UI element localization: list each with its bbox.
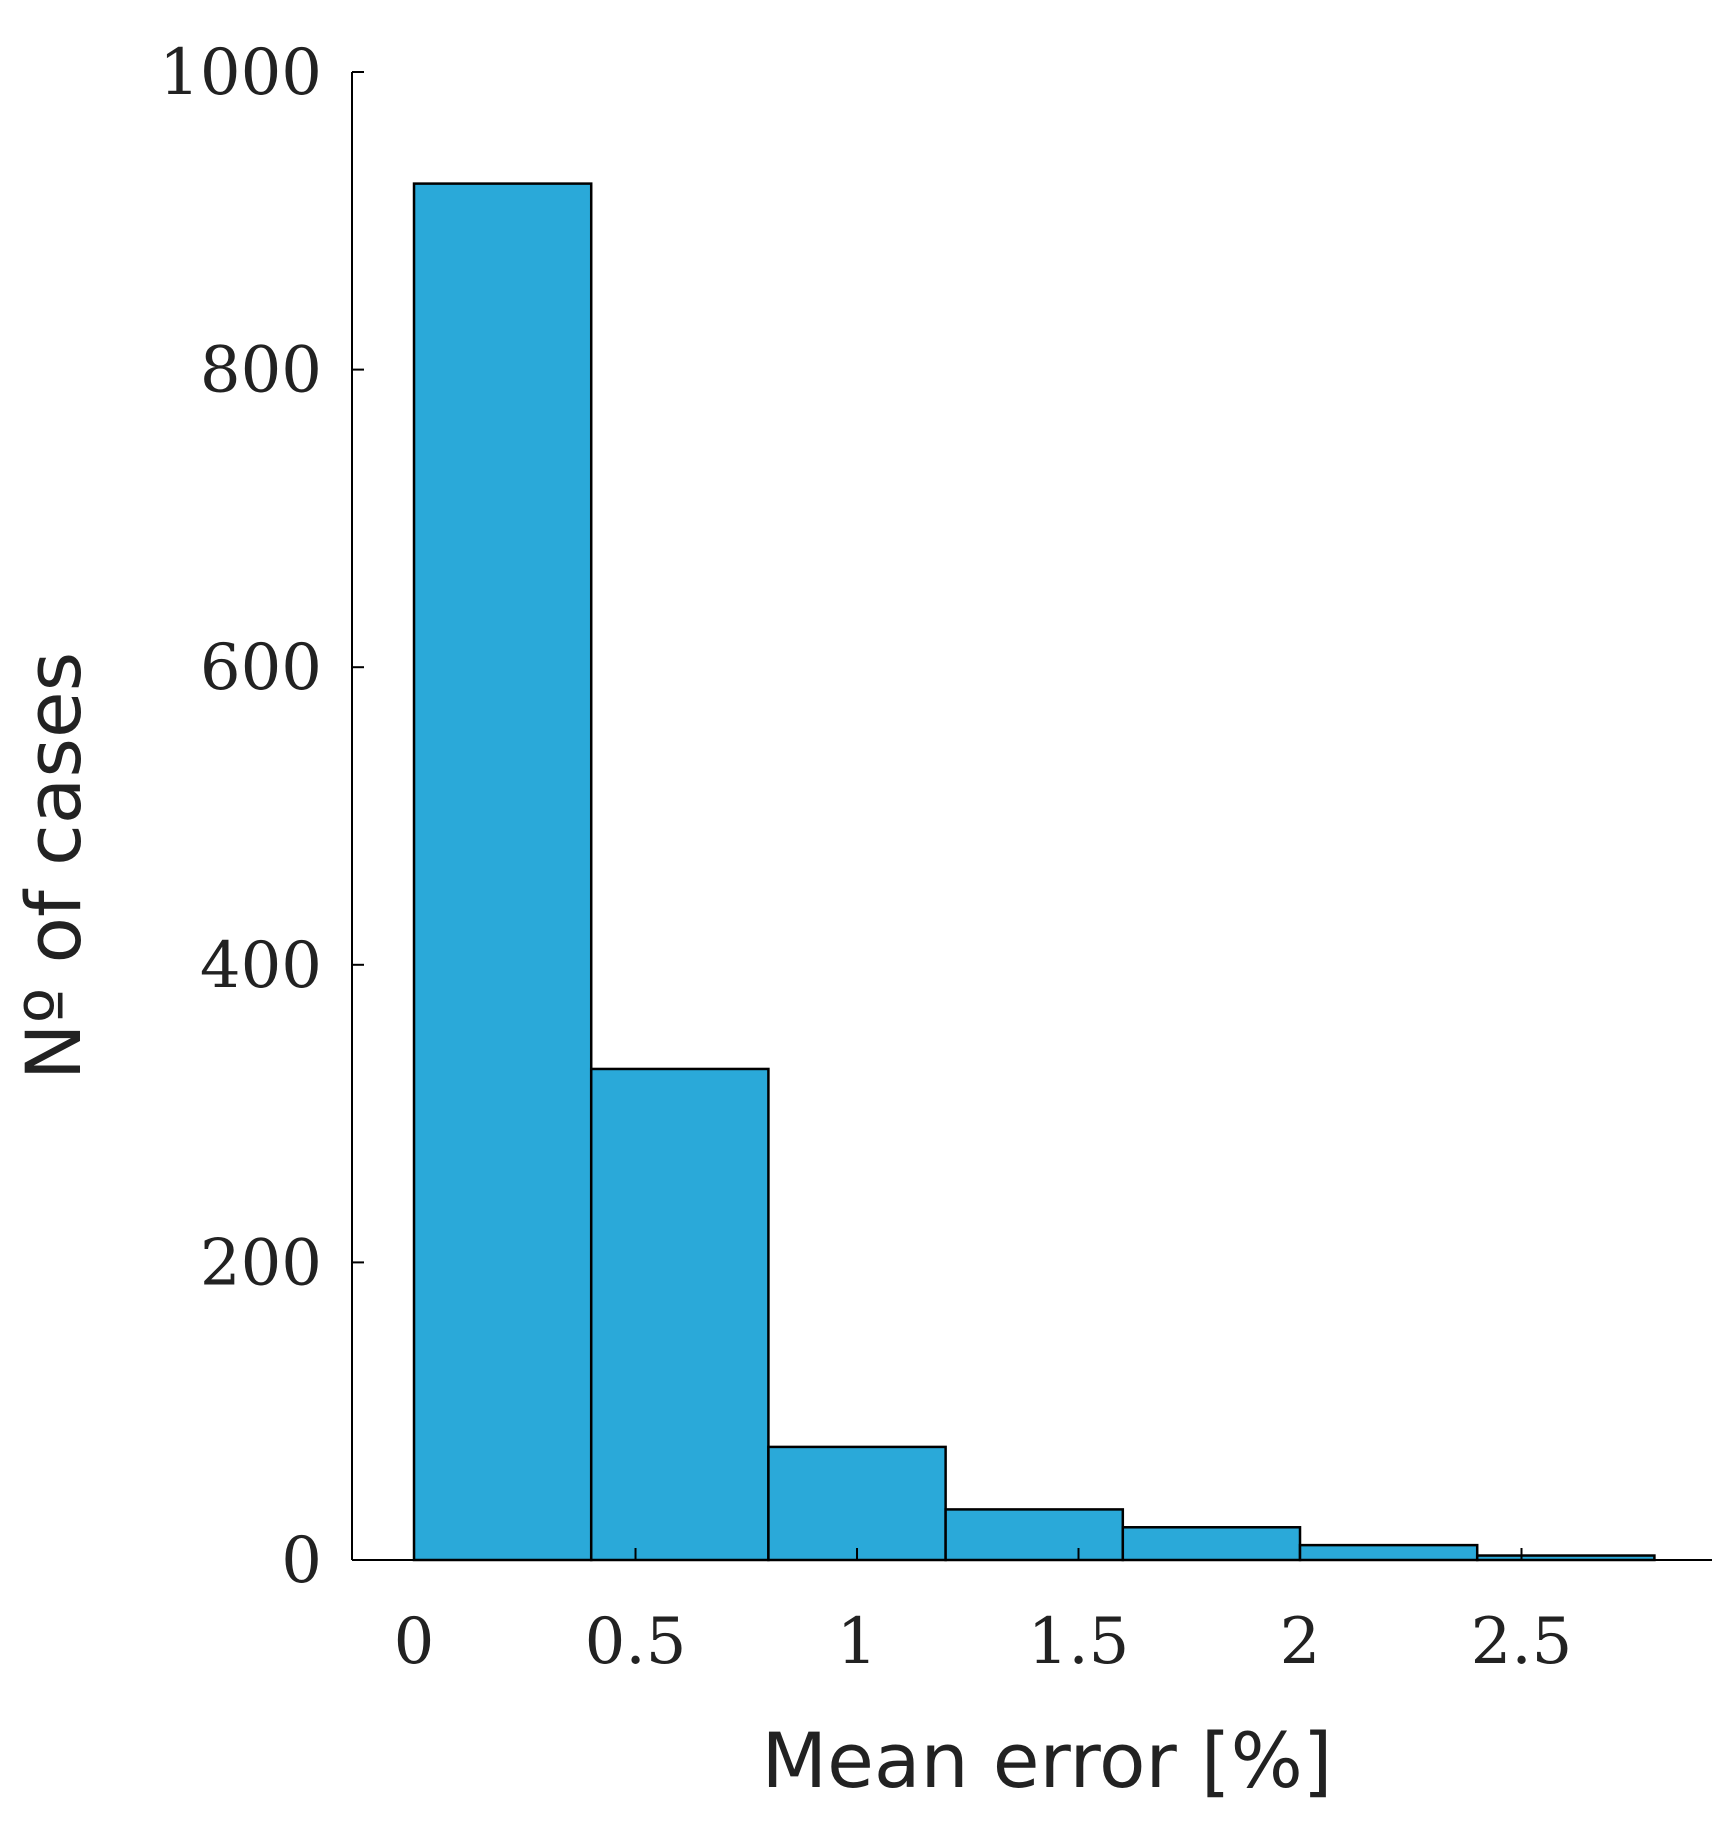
histogram-bar — [1121, 1526, 1302, 1562]
histogram-bar — [1298, 1543, 1479, 1562]
x-tick-label: 2 — [1280, 1605, 1321, 1679]
histogram-bar — [944, 1508, 1125, 1562]
histogram-bar — [412, 182, 593, 1562]
histogram-bar — [589, 1067, 770, 1562]
histogram-bar — [767, 1445, 947, 1562]
y-tick-label: 0 — [281, 1524, 322, 1598]
x-tick-label: 0.5 — [585, 1605, 687, 1679]
y-axis-title: Nº of cases — [9, 652, 98, 1081]
x-tick-label: 2.5 — [1471, 1605, 1573, 1679]
x-axis-ticks: 0 0.5 1 1.5 2 2.5 — [394, 1548, 1573, 1679]
y-axis-ticks: 0 200 400 600 800 1000 — [159, 36, 364, 1598]
y-tick-label: 400 — [200, 929, 322, 1003]
y-tick-label: 200 — [200, 1226, 322, 1300]
y-tick-label: 1000 — [159, 36, 322, 110]
x-axis-title: Mean error [%] — [762, 1716, 1333, 1805]
y-tick-label: 800 — [200, 334, 322, 408]
y-tick-label: 600 — [200, 631, 322, 705]
histogram-bars — [412, 182, 1656, 1562]
x-tick-label: 1 — [837, 1605, 878, 1679]
axes — [351, 72, 1712, 1561]
x-tick-label: 1.5 — [1028, 1605, 1130, 1679]
x-tick-label: 0 — [394, 1605, 435, 1679]
